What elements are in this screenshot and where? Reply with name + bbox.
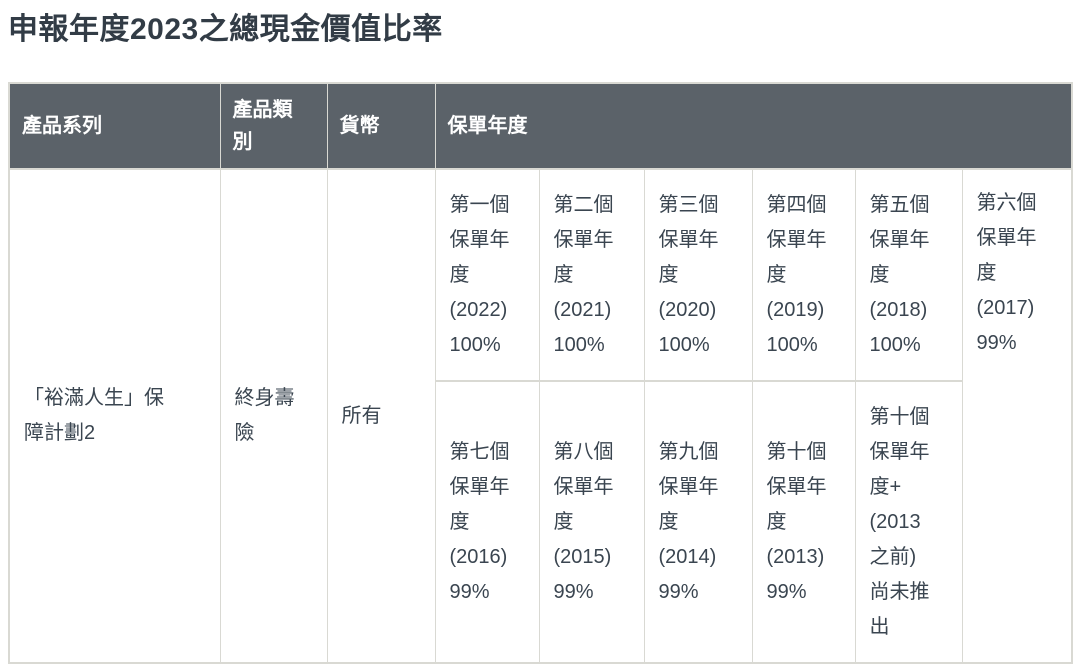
cell-policy-year-7: 第七個 保單年 度 (2016) 99%: [434, 380, 540, 664]
cash-value-table: 產品系列 產品類 別 貨幣 保單年度 「裕滿人生」保 障計劃2 終身壽 險 所有…: [8, 82, 1074, 664]
col-header-product-category: 產品類 別: [219, 82, 328, 170]
col-header-policy-year: 保單年度: [434, 82, 1073, 170]
cell-policy-year-8: 第八個 保單年 度 (2015) 99%: [538, 380, 645, 664]
cell-currency: 所有: [326, 168, 436, 664]
cell-policy-year-9: 第九個 保單年 度 (2014) 99%: [643, 380, 753, 664]
cell-policy-year-5: 第五個 保單年 度 (2018) 100%: [854, 168, 963, 382]
cell-policy-year-4: 第四個 保單年 度 (2019) 100%: [751, 168, 856, 382]
cell-policy-year-6: 第六個 保單年 度 (2017) 99%: [961, 168, 1073, 664]
table-header-row: 產品系列 產品類 別 貨幣 保單年度: [8, 82, 1073, 170]
cell-policy-year-10plus: 第十個 保單年 度+ (2013 之前) 尚未推 出: [854, 380, 963, 664]
policy-years-row-2: 第七個 保單年 度 (2016) 99% 第八個 保單年 度 (2015) 99…: [9, 380, 1072, 664]
cell-product-category: 終身壽 險: [219, 168, 328, 664]
cell-policy-year-10: 第十個 保單年 度 (2013) 99%: [751, 380, 856, 664]
page-title: 申報年度2023之總現金價值比率: [8, 13, 443, 46]
col-header-product-series: 產品系列: [8, 82, 221, 170]
cell-policy-year-2: 第二個 保單年 度 (2021) 100%: [538, 168, 645, 382]
cell-product-series: 「裕滿人生」保 障計劃2: [8, 168, 221, 664]
cell-policy-year-1: 第一個 保單年 度 (2022) 100%: [434, 168, 540, 382]
policy-years-row-1: 「裕滿人生」保 障計劃2 終身壽 險 所有 第一個 保單年 度 (2022) 1…: [8, 168, 1073, 664]
col-header-currency: 貨幣: [326, 82, 436, 170]
cell-policy-year-3: 第三個 保單年 度 (2020) 100%: [643, 168, 753, 382]
